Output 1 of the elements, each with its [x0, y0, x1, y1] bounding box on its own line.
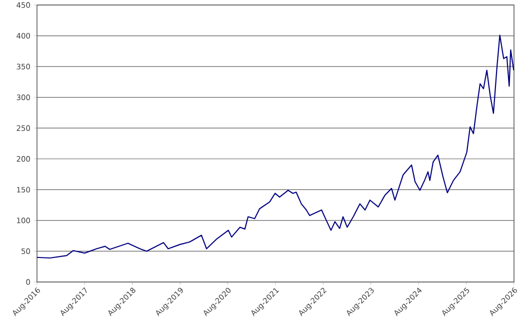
line-series: [37, 34, 514, 259]
